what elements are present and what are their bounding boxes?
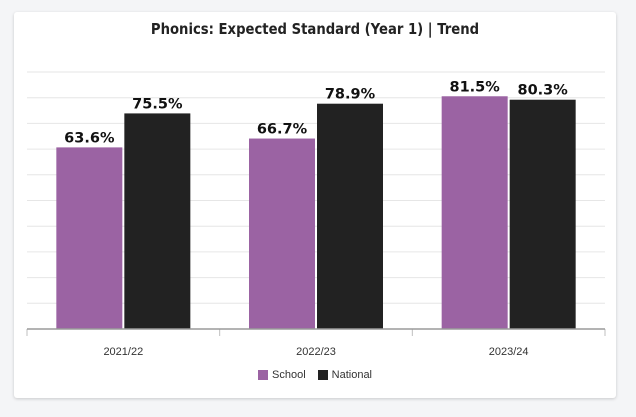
data-label-national-1: 78.9% (325, 87, 376, 103)
bar-school-2 (441, 96, 508, 330)
chart-legend: School National (14, 369, 616, 381)
data-label-school-1: 66.7% (257, 122, 308, 138)
legend-label-school: School (272, 369, 306, 381)
chart-title: Phonics: Expected Standard (Year 1) | Tr… (150, 20, 480, 38)
legend-item-national[interactable]: National (317, 369, 372, 381)
legend-label-national: National (331, 369, 372, 381)
bar-national-1 (317, 103, 383, 330)
legend-swatch-school (258, 370, 268, 380)
data-label-national-0: 75.5% (132, 96, 183, 112)
x-tick-label-1: 2022/23 (296, 346, 336, 358)
data-label-school-2: 81.5% (450, 79, 501, 95)
bar-national-0 (124, 113, 191, 330)
bar-national-2 (509, 99, 576, 330)
legend-swatch-national (317, 370, 328, 380)
data-label-national-2: 80.3% (518, 83, 569, 99)
bar-school-1 (249, 138, 315, 329)
x-tick-label-2: 2023/24 (489, 346, 529, 358)
bar-chart: 63.6% 75.5% 2021/22 66.7% 78.9% 2022/23 81.5% 8… (26, 71, 606, 358)
data-label-school-0: 63.6% (64, 130, 115, 146)
bar-school-0 (56, 147, 123, 329)
legend-item-school[interactable]: School (258, 369, 306, 381)
chart-card: Phonics: Expected Standard (Year 1) | Tr… (14, 12, 616, 398)
x-tick-label-0: 2021/22 (103, 346, 143, 358)
